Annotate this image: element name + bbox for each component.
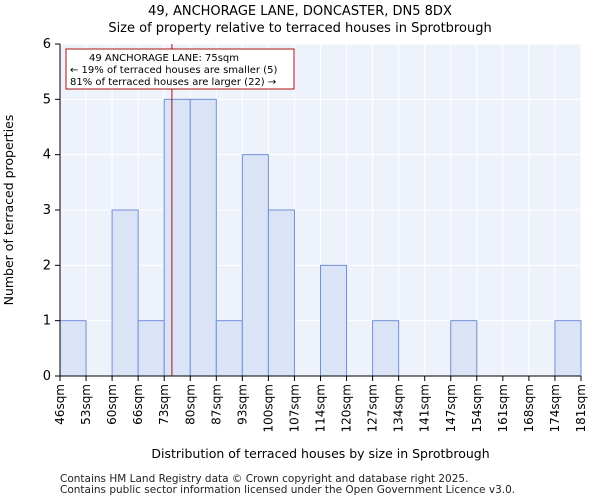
x-tick-label: 141sqm xyxy=(418,384,432,432)
annotation-larger: 81% of terraced houses are larger (22) → xyxy=(70,77,276,88)
y-tick-label: 6 xyxy=(43,37,51,52)
bar-127sqm xyxy=(372,320,400,377)
x-tick-label: 154sqm xyxy=(470,384,484,432)
x-tick-label: 87sqm xyxy=(209,384,223,425)
chart-subtitle: Size of property relative to terraced ho… xyxy=(108,21,492,36)
x-tick-label: 161sqm xyxy=(496,384,510,432)
x-tick-label: 174sqm xyxy=(548,384,562,432)
x-axis-title: Distribution of terraced houses by size … xyxy=(151,446,489,461)
x-tick-label: 53sqm xyxy=(79,384,93,425)
annotation-smaller: ← 19% of terraced houses are smaller (5) xyxy=(70,65,277,76)
y-tick-label: 5 xyxy=(43,92,51,107)
y-tick-label: 3 xyxy=(43,203,51,218)
x-tick-label: 147sqm xyxy=(444,384,458,432)
x-tick-label: 93sqm xyxy=(235,384,249,425)
x-tick-label: 73sqm xyxy=(157,384,171,425)
x-tick-label: 168sqm xyxy=(522,384,536,432)
bar-73sqm xyxy=(163,98,191,377)
x-tick-label: 46sqm xyxy=(53,384,67,425)
x-tick-label: 134sqm xyxy=(392,384,406,432)
bar-87sqm xyxy=(215,320,243,377)
y-tick-label: 4 xyxy=(43,148,51,163)
bar-147sqm xyxy=(450,320,478,377)
footer-line-1: Contains HM Land Registry data © Crown c… xyxy=(60,473,469,485)
x-tick-label: 100sqm xyxy=(261,384,275,432)
bar-114sqm xyxy=(320,264,348,377)
y-tick-label: 2 xyxy=(43,258,51,273)
x-tick-label: 181sqm xyxy=(574,384,588,432)
x-tick-label: 66sqm xyxy=(131,384,145,425)
footer-line-2: Contains public sector information licen… xyxy=(60,484,516,496)
y-tick-label: 0 xyxy=(43,369,51,384)
chart-title: 49, ANCHORAGE LANE, DONCASTER, DN5 8DX xyxy=(148,4,452,19)
y-tick-label: 1 xyxy=(43,314,51,329)
bar-93sqm xyxy=(241,154,269,377)
bar-174sqm xyxy=(554,320,582,377)
bar-100sqm xyxy=(267,209,295,377)
x-tick-label: 80sqm xyxy=(183,384,197,425)
bar-46sqm xyxy=(59,320,87,377)
annotation-title: 49 ANCHORAGE LANE: 75sqm xyxy=(89,53,239,64)
x-tick-label: 120sqm xyxy=(340,384,354,432)
bar-80sqm xyxy=(189,98,217,377)
bar-66sqm xyxy=(137,320,165,377)
y-axis-title: Number of terraced properties xyxy=(1,115,16,306)
annotation-box xyxy=(65,48,295,90)
x-tick-label: 60sqm xyxy=(105,384,119,425)
bar-60sqm xyxy=(111,209,139,377)
x-tick-label: 127sqm xyxy=(366,384,380,432)
x-tick-label: 114sqm xyxy=(314,384,328,432)
x-tick-label: 107sqm xyxy=(287,384,301,432)
